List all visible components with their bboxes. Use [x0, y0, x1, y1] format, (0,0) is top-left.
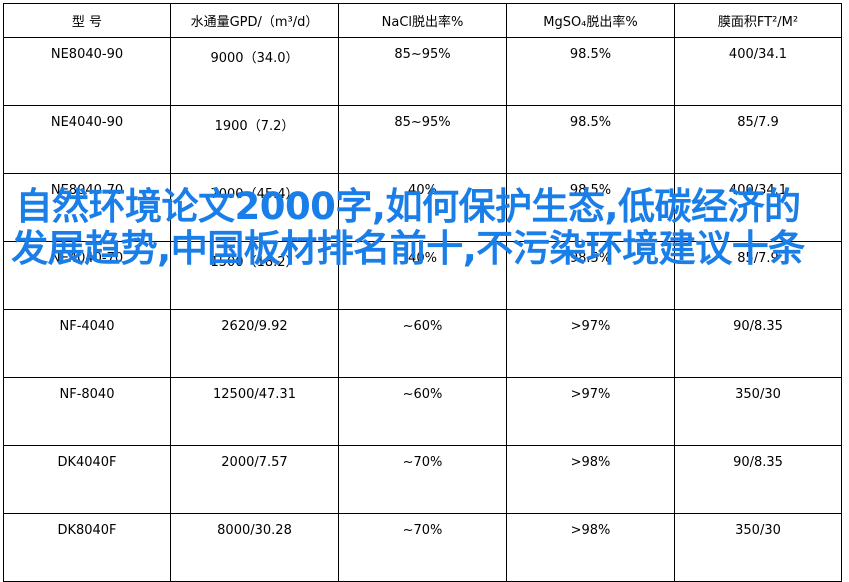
cell-model: NF-8040 — [3, 377, 171, 446]
cell-membrane-area: 90/8.35 — [674, 445, 842, 514]
cell-model: NF-4040 — [3, 309, 171, 378]
table-row: NE4040-90 1900（7.2） 85~95% 98.5% 85/7.9 — [3, 105, 842, 174]
cell-model: NE4040-70 — [3, 241, 171, 310]
cell-membrane-area: 400/34.1 — [674, 173, 842, 242]
cell-model: DK8040F — [3, 513, 171, 582]
table-row: NE8040-70 7000（45.4） 40% 98.5% 400/34.1 — [3, 173, 842, 242]
cell-water-flux: 2000/7.57 — [170, 445, 339, 514]
cell-nacl-rejection: 85~95% — [338, 37, 507, 106]
cell-nacl-rejection: 40% — [338, 173, 507, 242]
cell-nacl-rejection: ~70% — [338, 513, 507, 582]
cell-mgso4-rejection: 98.5% — [506, 241, 675, 310]
table-row: NE4040-70 1500（18.2） 40% 98.5% 85/7.9 — [3, 241, 842, 310]
cell-mgso4-rejection: >97% — [506, 309, 675, 378]
header-membrane-area: 膜面积FT²/M² — [674, 3, 842, 38]
cell-water-flux: 8000/30.28 — [170, 513, 339, 582]
cell-nacl-rejection: 85~95% — [338, 105, 507, 174]
cell-mgso4-rejection: >98% — [506, 513, 675, 582]
cell-model: NE8040-90 — [3, 37, 171, 106]
header-water-flux: 水通量GPD/（m³/d） — [170, 3, 339, 38]
header-mgso4-rejection: MgSO₄脱出率% — [506, 3, 675, 38]
cell-water-flux: 1900（7.2） — [170, 105, 339, 174]
cell-water-flux: 1500（18.2） — [170, 241, 339, 310]
table-row: NE8040-90 9000（34.0） 85~95% 98.5% 400/34… — [3, 37, 842, 106]
header-model: 型 号 — [3, 3, 171, 38]
cell-water-flux: 9000（34.0） — [170, 37, 339, 106]
table-row: DK4040F 2000/7.57 ~70% >98% 90/8.35 — [3, 445, 842, 514]
cell-membrane-area: 90/8.35 — [674, 309, 842, 378]
membrane-spec-table: 型 号 水通量GPD/（m³/d） NaCl脱出率% MgSO₄脱出率% 膜面积… — [3, 3, 842, 582]
header-nacl-rejection: NaCl脱出率% — [338, 3, 507, 38]
cell-water-flux: 7000（45.4） — [170, 173, 339, 242]
cell-mgso4-rejection: >98% — [506, 445, 675, 514]
cell-membrane-area: 85/7.9 — [674, 241, 842, 310]
cell-mgso4-rejection: 98.5% — [506, 173, 675, 242]
table-row: DK8040F 8000/30.28 ~70% >98% 350/30 — [3, 513, 842, 582]
cell-mgso4-rejection: >97% — [506, 377, 675, 446]
cell-nacl-rejection: ~60% — [338, 309, 507, 378]
cell-model: DK4040F — [3, 445, 171, 514]
cell-model: NE4040-90 — [3, 105, 171, 174]
table-row: NF-8040 12500/47.31 ~60% >97% 350/30 — [3, 377, 842, 446]
cell-membrane-area: 350/30 — [674, 513, 842, 582]
cell-mgso4-rejection: 98.5% — [506, 37, 675, 106]
cell-mgso4-rejection: 98.5% — [506, 105, 675, 174]
table-row: NF-4040 2620/9.92 ~60% >97% 90/8.35 — [3, 309, 842, 378]
cell-membrane-area: 400/34.1 — [674, 37, 842, 106]
table-header-row: 型 号 水通量GPD/（m³/d） NaCl脱出率% MgSO₄脱出率% 膜面积… — [3, 3, 842, 38]
cell-model: NE8040-70 — [3, 173, 171, 242]
cell-membrane-area: 85/7.9 — [674, 105, 842, 174]
cell-water-flux: 2620/9.92 — [170, 309, 339, 378]
cell-nacl-rejection: ~70% — [338, 445, 507, 514]
cell-membrane-area: 350/30 — [674, 377, 842, 446]
cell-nacl-rejection: ~60% — [338, 377, 507, 446]
cell-nacl-rejection: 40% — [338, 241, 507, 310]
cell-water-flux: 12500/47.31 — [170, 377, 339, 446]
